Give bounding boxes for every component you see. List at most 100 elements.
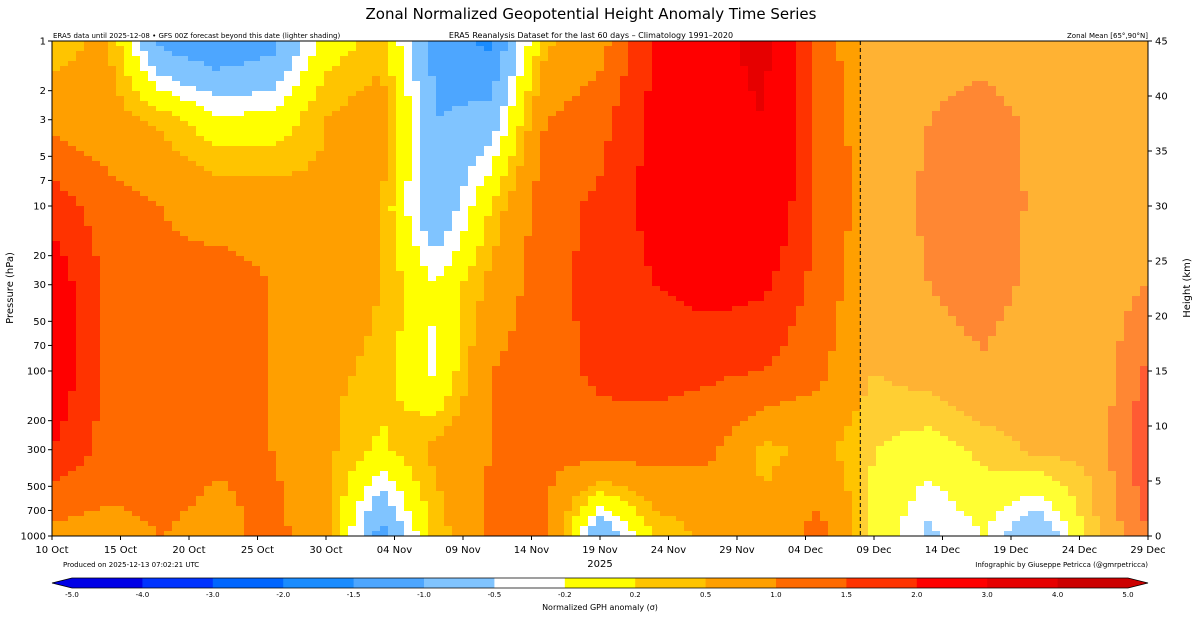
anomaly-cell (196, 401, 205, 407)
anomaly-cell (244, 246, 253, 252)
anomaly-cell (164, 301, 173, 307)
anomaly-cell (180, 166, 189, 172)
anomaly-cell (260, 76, 269, 82)
anomaly-cell (292, 136, 301, 142)
anomaly-cell (356, 506, 365, 512)
anomaly-cell (68, 231, 77, 237)
anomaly-cell (180, 326, 189, 332)
anomaly-cell (156, 501, 165, 507)
anomaly-cell (260, 126, 269, 132)
anomaly-cell (436, 336, 445, 342)
anomaly-cell (308, 196, 317, 202)
anomaly-cell (132, 381, 141, 387)
anomaly-cell (388, 226, 397, 232)
anomaly-cell (244, 441, 253, 447)
anomaly-cell (180, 251, 189, 257)
anomaly-cell (116, 146, 125, 152)
anomaly-cell (292, 336, 301, 342)
anomaly-cell (380, 376, 389, 382)
anomaly-cell (84, 181, 93, 187)
anomaly-cell (156, 351, 165, 357)
anomaly-cell (428, 161, 437, 167)
anomaly-cell (356, 111, 365, 117)
anomaly-cell (292, 506, 301, 512)
anomaly-cell (92, 311, 101, 317)
anomaly-cell (420, 486, 429, 492)
anomaly-cell (124, 401, 133, 407)
anomaly-cell (372, 331, 381, 337)
anomaly-cell (164, 51, 173, 57)
anomaly-cell (68, 416, 77, 422)
anomaly-cell (180, 141, 189, 147)
anomaly-cell (396, 161, 405, 167)
anomaly-cell (100, 246, 109, 252)
anomaly-cell (364, 321, 373, 327)
anomaly-cell (244, 496, 253, 502)
anomaly-cell (132, 141, 141, 147)
anomaly-cell (92, 356, 101, 362)
anomaly-cell (124, 436, 133, 442)
anomaly-cell (356, 371, 365, 377)
anomaly-cell (444, 456, 453, 462)
anomaly-cell (76, 361, 85, 367)
anomaly-cell (356, 81, 365, 87)
anomaly-cell (76, 426, 85, 432)
anomaly-cell (52, 46, 61, 52)
anomaly-cell (52, 366, 61, 372)
anomaly-cell (420, 361, 429, 367)
anomaly-cell (372, 246, 381, 252)
anomaly-cell (84, 291, 93, 297)
anomaly-cell (164, 226, 173, 232)
anomaly-cell (140, 56, 149, 62)
anomaly-cell (196, 421, 205, 427)
anomaly-cell (68, 431, 77, 437)
anomaly-cell (188, 216, 197, 222)
anomaly-cell (316, 136, 325, 142)
anomaly-cell (108, 96, 117, 102)
anomaly-cell (420, 301, 429, 307)
anomaly-cell (180, 481, 189, 487)
anomaly-cell (76, 381, 85, 387)
anomaly-cell (108, 316, 117, 322)
anomaly-cell (204, 436, 213, 442)
anomaly-cell (204, 211, 213, 217)
anomaly-cell (388, 141, 397, 147)
anomaly-cell (212, 76, 221, 82)
anomaly-cell (276, 446, 285, 452)
anomaly-cell (84, 371, 93, 377)
anomaly-cell (412, 101, 421, 107)
anomaly-cell (324, 261, 333, 267)
anomaly-cell (404, 196, 413, 202)
anomaly-cell (100, 441, 109, 447)
anomaly-cell (316, 296, 325, 302)
anomaly-cell (388, 181, 397, 187)
anomaly-cell (340, 156, 349, 162)
anomaly-cell (340, 236, 349, 242)
anomaly-cell (284, 321, 293, 327)
anomaly-cell (420, 131, 429, 137)
anomaly-cell (364, 236, 373, 242)
anomaly-cell (428, 451, 437, 457)
anomaly-cell (316, 221, 325, 227)
anomaly-cell (220, 121, 229, 127)
anomaly-cell (212, 81, 221, 87)
anomaly-cell (364, 491, 373, 497)
anomaly-cell (380, 66, 389, 72)
anomaly-cell (52, 521, 61, 527)
anomaly-cell (164, 396, 173, 402)
anomaly-cell (340, 391, 349, 397)
anomaly-cell (356, 416, 365, 422)
anomaly-cell (116, 411, 125, 417)
anomaly-cell (268, 516, 277, 522)
anomaly-cell (132, 56, 141, 62)
anomaly-cell (148, 96, 157, 102)
anomaly-cell (428, 221, 437, 227)
anomaly-cell (60, 161, 69, 167)
anomaly-cell (356, 281, 365, 287)
anomaly-cell (164, 486, 173, 492)
anomaly-cell (156, 521, 165, 527)
anomaly-cell (92, 521, 101, 527)
anomaly-cell (284, 461, 293, 467)
anomaly-cell (380, 181, 389, 187)
anomaly-cell (324, 171, 333, 177)
